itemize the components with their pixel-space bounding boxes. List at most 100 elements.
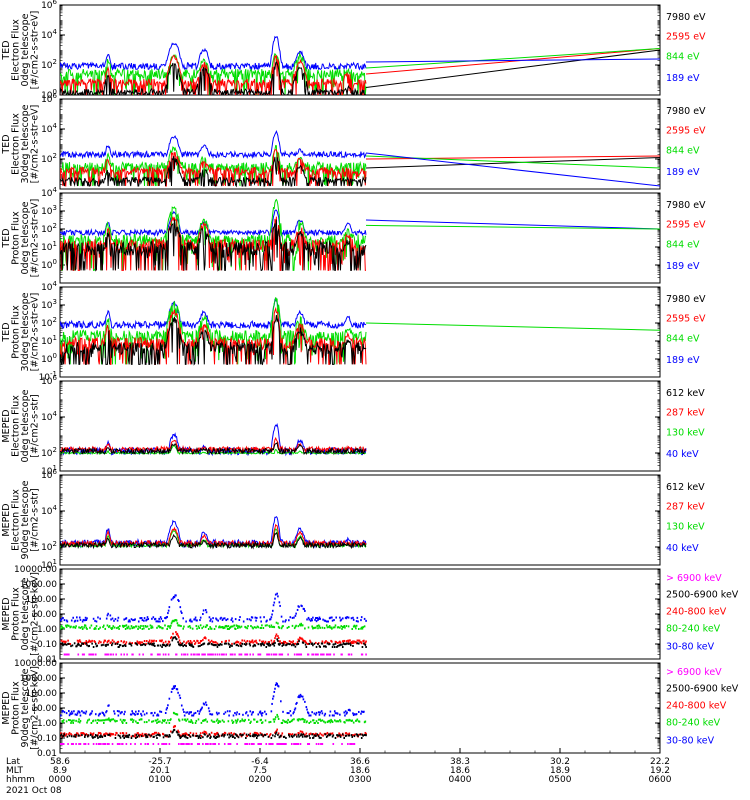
data-point (276, 683, 278, 686)
data-point (145, 736, 147, 739)
data-point (86, 617, 88, 620)
data-point (306, 743, 309, 745)
data-point (70, 645, 72, 648)
data-point (249, 710, 252, 713)
data-point (68, 710, 70, 713)
data-point (208, 616, 211, 619)
data-point (341, 643, 343, 646)
data-point (265, 713, 268, 716)
data-point (168, 640, 171, 643)
data-point (300, 695, 303, 698)
data-point (188, 733, 190, 736)
data-point (237, 736, 240, 739)
data-point (323, 645, 325, 648)
data-point (325, 620, 328, 623)
data-point (145, 734, 148, 737)
data-point (215, 711, 218, 714)
data-point (108, 717, 110, 720)
data-point (343, 737, 346, 739)
data-point (324, 733, 327, 736)
data-point (223, 642, 226, 645)
data-point (246, 627, 249, 630)
data-point (339, 733, 341, 736)
data-point (197, 737, 200, 739)
data-point (63, 732, 66, 735)
data-point (280, 627, 283, 630)
data-point (109, 614, 112, 617)
data-point (81, 620, 84, 623)
series-4 (60, 682, 365, 717)
series-tail-line (365, 157, 660, 169)
data-point (129, 641, 131, 644)
data-point (209, 619, 211, 622)
data-point (85, 619, 88, 622)
data-point (216, 642, 219, 645)
data-point (189, 626, 192, 629)
data-point (304, 627, 306, 630)
y-axis-title-line: Electron Flux (10, 489, 21, 551)
data-point (168, 743, 171, 745)
data-point (320, 733, 323, 736)
data-point (202, 731, 204, 734)
data-point (296, 701, 298, 704)
data-point (156, 721, 158, 724)
data-point (68, 734, 71, 737)
data-point (138, 653, 141, 656)
data-point (116, 732, 118, 735)
data-point (303, 720, 305, 723)
legend-entry: 2595 eV (666, 32, 706, 43)
data-point (184, 653, 187, 656)
data-point (208, 710, 211, 713)
data-point (277, 715, 279, 718)
y-tick-label: 0.01 (37, 749, 57, 759)
y-axis-title-line: [#/cm2-s-str-eV] (29, 11, 40, 90)
data-point (89, 733, 92, 736)
data-point (277, 635, 279, 638)
legend-entry: 80-240 keV (666, 718, 721, 729)
data-point (160, 617, 163, 620)
data-point (339, 734, 341, 737)
series-group (60, 129, 660, 188)
data-point (103, 719, 106, 722)
data-point (295, 624, 297, 627)
data-point (176, 688, 179, 691)
data-point (181, 642, 184, 645)
data-point (285, 643, 288, 646)
data-point (90, 722, 93, 724)
data-point (278, 643, 281, 646)
data-point (156, 733, 159, 736)
data-point (87, 640, 90, 643)
x-axis: 58.68.90000-25.720.10100-6.47.5020036.61… (6, 748, 672, 796)
legend-entry: 189 eV (666, 167, 700, 178)
data-point (180, 610, 182, 613)
data-point (347, 625, 350, 628)
data-point (172, 687, 174, 690)
data-point (155, 719, 158, 722)
data-point (243, 639, 246, 642)
data-point (331, 732, 334, 735)
series-3-line (60, 35, 367, 72)
data-point (247, 733, 250, 736)
data-point (74, 735, 77, 738)
y-tick-label: 103 (41, 298, 57, 311)
data-point (194, 722, 197, 724)
data-point (289, 710, 292, 713)
data-point (357, 733, 360, 736)
data-point (249, 732, 252, 735)
y-tick-label: 101 (41, 240, 57, 253)
data-point (172, 632, 174, 635)
data-point (70, 713, 72, 716)
data-point (276, 638, 278, 641)
data-point (283, 642, 286, 645)
data-point (124, 628, 127, 630)
data-point (135, 710, 137, 713)
y-tick-label: 1000.00 (20, 580, 57, 590)
data-point (284, 640, 286, 643)
data-point (250, 625, 252, 628)
data-point (297, 653, 300, 656)
series-0-line (60, 61, 367, 95)
data-point (320, 743, 322, 745)
data-point (309, 639, 311, 642)
data-point (82, 642, 85, 645)
